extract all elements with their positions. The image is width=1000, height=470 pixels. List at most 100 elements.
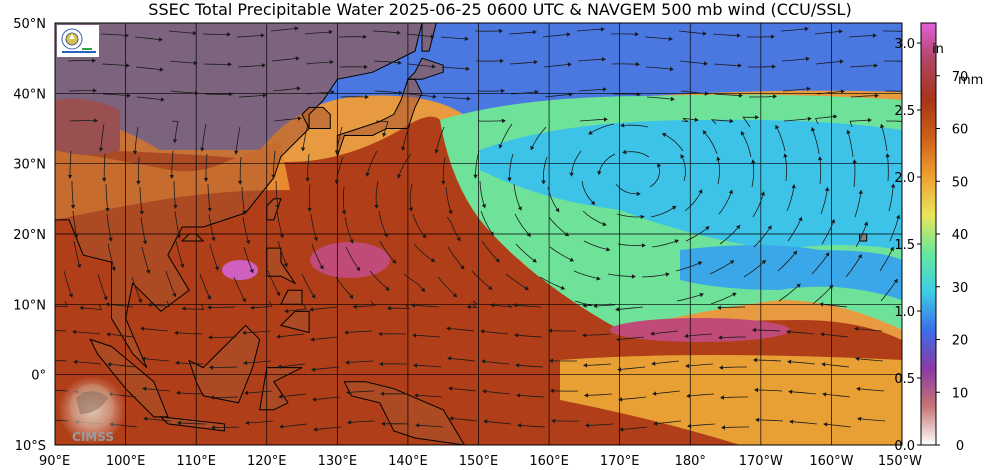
wind-arrowhead [79, 305, 84, 311]
wind-streamline [249, 420, 274, 424]
wind-arrowhead [620, 123, 625, 128]
colorbar-inch-label: 2.0 [894, 171, 915, 186]
wind-streamline [243, 246, 253, 270]
wind-arrowhead [460, 265, 465, 270]
wind-streamline [442, 96, 467, 100]
wind-streamline [577, 58, 602, 62]
wind-streamline [199, 273, 210, 297]
wind-streamline [621, 366, 646, 370]
wind-streamline [414, 305, 440, 308]
wind-streamline [253, 300, 273, 309]
wind-arrowhead [301, 147, 306, 152]
wind-arrowhead [207, 295, 211, 300]
wind-arrowhead [172, 292, 177, 298]
wind-streamline [814, 31, 839, 35]
latitude-labels: 50°N 40°N 30°N 20°N 10°N 0° 10°S [13, 17, 46, 454]
wind-streamline [417, 365, 442, 368]
wind-streamline [173, 180, 176, 206]
wind-arrowhead [210, 395, 214, 400]
wind-arrowhead [408, 207, 413, 212]
wind-streamline [848, 35, 874, 38]
wind-arrowhead [108, 237, 113, 242]
wind-streamline [883, 30, 902, 32]
wind-arrowhead [908, 59, 912, 63]
wind-arrowhead [420, 287, 426, 292]
wind-streamline [849, 65, 875, 68]
wind-streamline [826, 394, 851, 398]
wind-streamline [170, 90, 195, 94]
wind-arrowhead [618, 397, 623, 402]
wind-arrowhead [507, 177, 512, 182]
wind-streamline [682, 157, 686, 182]
wind-streamline [710, 294, 734, 305]
wind-streamline [305, 61, 330, 65]
wind-arrowhead [697, 261, 703, 266]
wind-arrowhead [867, 118, 872, 123]
wind-streamline [681, 118, 695, 122]
wind-streamline [619, 306, 644, 310]
lon-label: 170°W [739, 454, 783, 469]
wind-streamline [544, 94, 569, 98]
wind-streamline [821, 222, 834, 245]
wind-arrowhead [311, 294, 316, 299]
wind-arrowhead [807, 116, 812, 121]
wind-streamline [607, 273, 632, 277]
wind-arrowhead [349, 239, 354, 244]
wind-streamline [752, 195, 764, 218]
lat-label: 50°N [13, 17, 46, 32]
wind-streamline [548, 216, 567, 235]
wind-streamline [174, 210, 180, 235]
wind-streamline [141, 246, 149, 271]
wind-streamline [543, 156, 548, 181]
wind-streamline [510, 91, 535, 95]
wind-streamline [519, 364, 544, 368]
wind-streamline [549, 246, 571, 260]
coast-asia-mainland [55, 23, 423, 368]
wind-arrowhead [77, 263, 82, 269]
wind-streamline [781, 58, 806, 62]
land-new-guinea [344, 381, 465, 445]
wind-streamline [650, 207, 674, 218]
lat-label: 30°N [13, 158, 46, 173]
wind-streamline [616, 213, 641, 218]
wind-arrowhead [449, 416, 454, 421]
wind-streamline [402, 123, 411, 148]
wind-streamline [442, 156, 446, 181]
wind-arrowhead [434, 149, 439, 154]
wind-arrowhead [500, 88, 505, 94]
wind-streamline [267, 270, 279, 293]
wind-streamline [755, 329, 781, 332]
wind-streamline [271, 58, 296, 62]
wind-streamline [135, 66, 160, 70]
wind-arrowhead [893, 278, 898, 284]
coast-japan [336, 78, 423, 157]
wind-arrowhead [242, 330, 247, 335]
wind-streamline [134, 126, 139, 151]
wind-arrowhead [72, 329, 77, 335]
wind-streamline [793, 421, 818, 425]
wind-streamline [622, 396, 647, 400]
wind-streamline [344, 216, 352, 241]
wind-streamline [853, 162, 856, 188]
wind-arrowhead [704, 91, 709, 96]
wind-arrowhead [125, 63, 130, 68]
wind-arrowhead [412, 333, 417, 338]
wind-streamline [812, 130, 820, 155]
wind-streamline [485, 361, 510, 365]
wind-streamline [626, 151, 650, 158]
wind-streamline [270, 28, 295, 32]
wind-streamline [654, 330, 679, 334]
wind-streamline [573, 270, 597, 279]
wind-streamline [73, 240, 80, 265]
wind-arrowhead [214, 266, 219, 271]
wind-arrowhead [761, 259, 767, 265]
wind-streamline [578, 89, 603, 92]
wind-streamline [827, 424, 852, 428]
wind-streamline [139, 186, 143, 211]
wind-arrowhead [568, 92, 573, 97]
wind-arrowhead [200, 147, 205, 152]
wind-arrowhead [483, 419, 488, 424]
wind-arrowhead [448, 386, 453, 391]
wind-arrowhead [796, 283, 801, 288]
